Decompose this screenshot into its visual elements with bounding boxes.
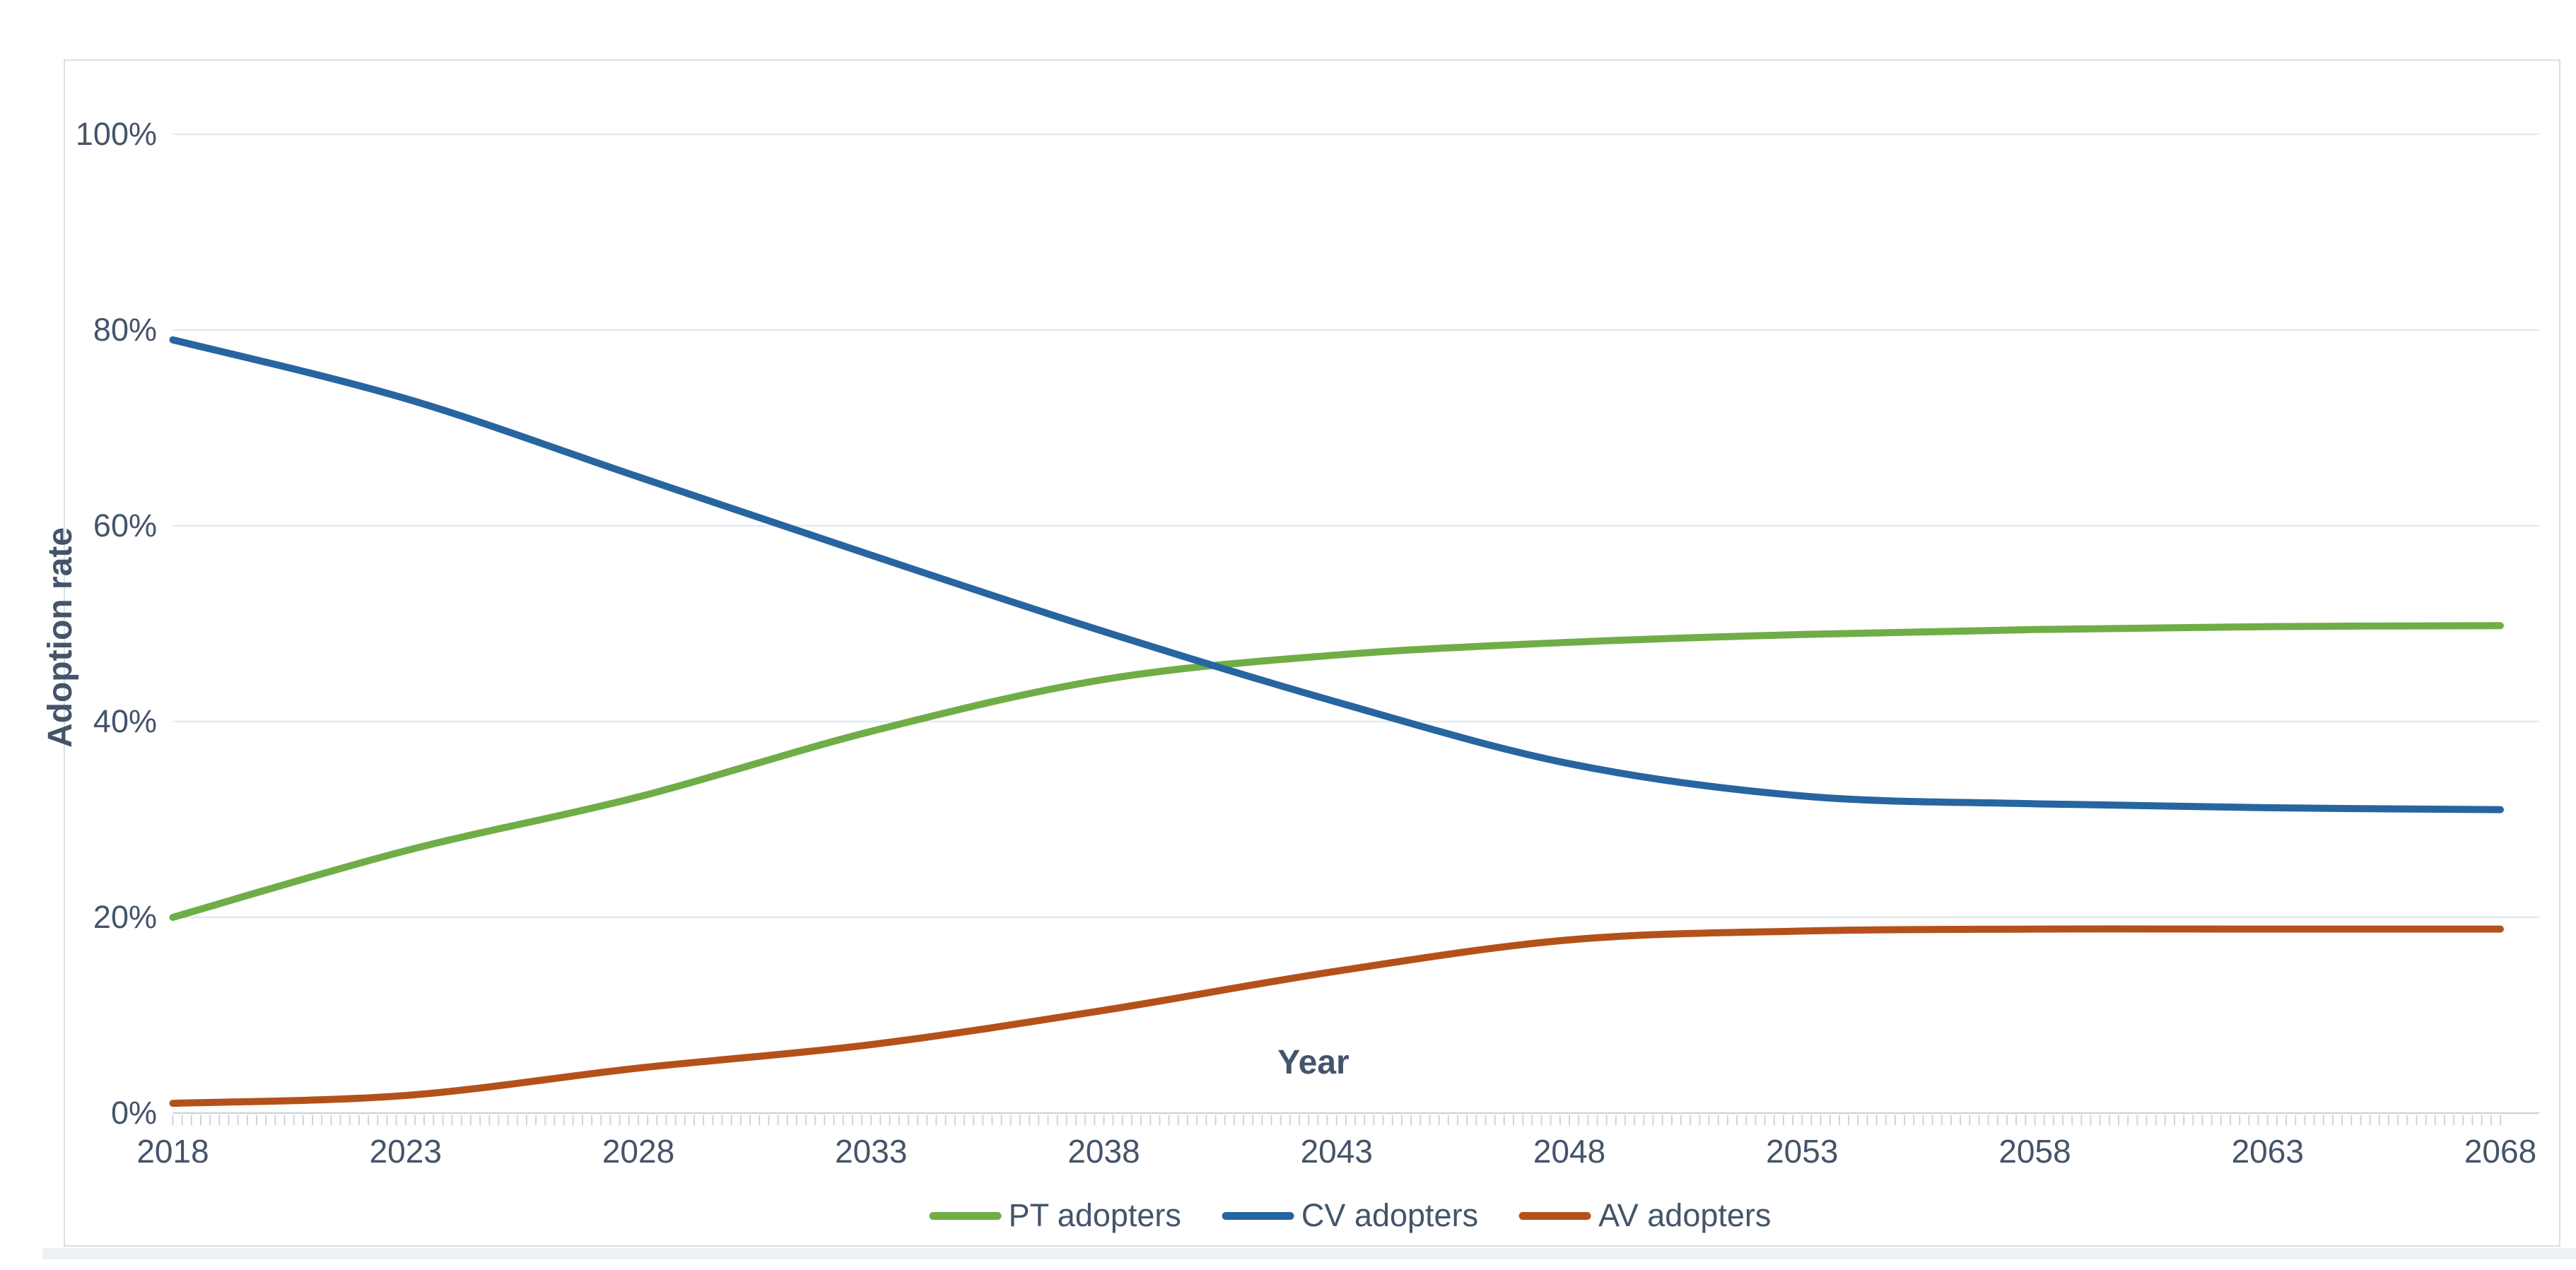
y-tick-label: 40% (93, 703, 157, 739)
bottom-band (42, 1248, 2576, 1259)
x-axis-minor-ticks (172, 1115, 2501, 1125)
x-tick-label: 2033 (835, 1133, 908, 1170)
x-tick-label: 2023 (369, 1133, 442, 1170)
y-axis-title: Adoption rate (42, 527, 79, 748)
legend-item: CV adopters (1222, 1197, 1478, 1234)
x-tick-label: 2018 (136, 1133, 209, 1170)
y-tick-label: 100% (75, 116, 157, 152)
chart-panel-border (64, 59, 2560, 1247)
x-tick-label: 2053 (1766, 1133, 1839, 1170)
legend-line-marker-icon (1519, 1211, 1592, 1220)
chart-legend: PT adopters CV adopters AV adopters (929, 1197, 1771, 1234)
legend-item-label: AV adopters (1598, 1197, 1772, 1233)
x-tick-label: 2043 (1300, 1133, 1373, 1170)
legend-item: PT adopters (929, 1197, 1181, 1234)
gridlines (172, 133, 2539, 1115)
y-tick-label: 0% (110, 1095, 157, 1131)
legend-item: AV adopters (1519, 1197, 1771, 1234)
x-tick-label: 2048 (1533, 1133, 1606, 1170)
x-axis-title: Year (1277, 1044, 1350, 1081)
legend-line-marker-icon (1222, 1211, 1294, 1220)
y-tick-label: 80% (93, 312, 157, 348)
x-tick-label: 2028 (602, 1133, 675, 1170)
x-tick-label: 2063 (2231, 1133, 2304, 1170)
x-tick-label: 2058 (1998, 1133, 2071, 1170)
data-series-lines (169, 336, 2504, 1107)
x-tick-label: 2068 (2464, 1133, 2537, 1170)
legend-item-label: CV adopters (1301, 1197, 1479, 1233)
y-tick-label: 60% (93, 507, 157, 543)
y-tick-label: 20% (93, 899, 157, 935)
x-tick-label: 2038 (1067, 1133, 1140, 1170)
legend-line-marker-icon (929, 1211, 1002, 1220)
legend-item-label: PT adopters (1008, 1197, 1181, 1233)
